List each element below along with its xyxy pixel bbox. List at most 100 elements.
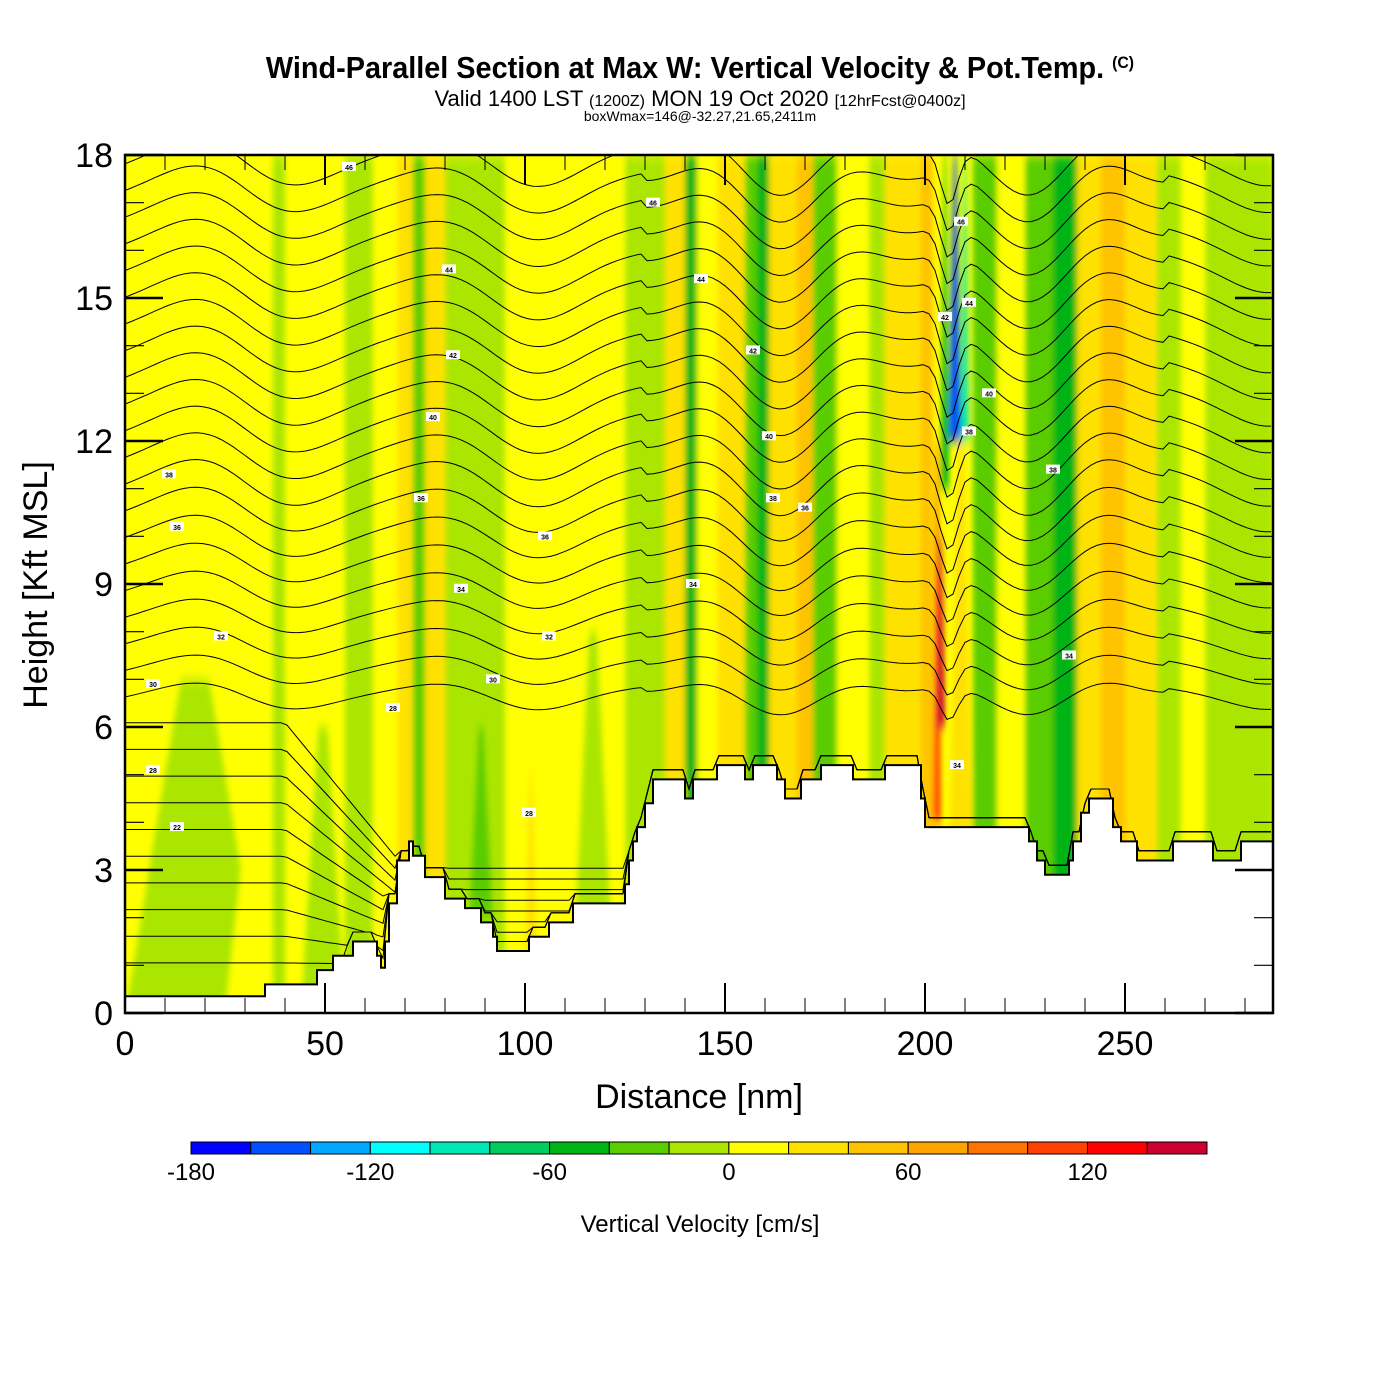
box-wmax-info: boxWmax=146@-32.27,21.65,2411m <box>583 108 817 124</box>
velocity-band <box>973 155 997 1013</box>
contour-label-text: 30 <box>489 677 497 684</box>
contour-label: 40 <box>762 431 776 441</box>
contour-label-text: 32 <box>217 634 225 641</box>
contour-label-text: 44 <box>445 267 453 274</box>
velocity-band <box>565 155 625 1013</box>
colorbar-swatch <box>549 1141 610 1155</box>
contour-label-text: 40 <box>429 415 437 422</box>
contour-label-box <box>454 583 468 593</box>
colorbar-swatch <box>1027 1141 1088 1155</box>
theta-contour-line <box>125 192 1271 258</box>
y-tick-label: 3 <box>94 852 113 890</box>
x-tick-label: 100 <box>497 1025 554 1063</box>
contour-label-text: 34 <box>689 582 697 589</box>
contour-label-box <box>414 493 428 503</box>
theta-contour-line <box>125 542 1272 599</box>
theta-contour-line <box>125 486 1271 550</box>
colorbar-swatch <box>907 1141 969 1155</box>
contour-label: 28 <box>522 807 536 818</box>
contour-label: 34 <box>950 760 964 770</box>
contour-label: 46 <box>646 197 660 208</box>
chart-title-text: Wind-Parallel Section at Max W: Vertical… <box>265 50 1105 85</box>
theta-contour-line <box>125 165 1271 231</box>
contour-label-text: 40 <box>985 391 993 398</box>
contour-label-box <box>746 345 760 355</box>
contour-label-text: 36 <box>417 496 425 503</box>
y-tick-label: 9 <box>94 566 113 604</box>
contour-label-box <box>162 469 176 479</box>
contour-label-box <box>962 426 976 436</box>
contour-label: 36 <box>170 521 184 532</box>
contour-label: 46 <box>954 216 968 227</box>
colorbar-swatch <box>847 1141 909 1155</box>
colorbar-tick-label: 120 <box>1067 1159 1107 1186</box>
contour-label-text: 28 <box>389 706 397 713</box>
theta-contour-line <box>125 514 1271 574</box>
contour-label-text: 46 <box>649 201 657 208</box>
colorbar-swatch <box>250 1141 312 1155</box>
contour-label: 38 <box>1046 464 1060 475</box>
theta-contour-labels: 46 46 44 44 44 46 42 42 42 40 40 40 38 38 38 38 36 36 36 36… <box>146 161 1076 832</box>
contour-label: 42 <box>938 312 952 322</box>
contour-label: 28 <box>386 702 400 713</box>
y-tick-label: 12 <box>75 423 113 461</box>
contour-label: 30 <box>486 674 500 684</box>
contour-label: 44 <box>442 264 456 274</box>
contour-label: 42 <box>746 345 760 355</box>
theta-contour-line <box>125 325 1271 392</box>
contour-label-text: 28 <box>525 811 533 818</box>
colorbar-swatch <box>429 1141 491 1155</box>
velocity-band <box>345 155 373 1013</box>
x-tick-label: 50 <box>306 1025 344 1063</box>
contour-label-text: 42 <box>941 315 949 322</box>
contour-label: 34 <box>686 579 700 589</box>
contour-label: 22 <box>170 822 184 832</box>
colorbar-tick-label: -60 <box>532 1159 567 1186</box>
contour-label-text: 28 <box>149 768 157 775</box>
y-tick-label: 15 <box>75 280 113 318</box>
contour-label-box <box>170 521 184 531</box>
colorbar-swatch <box>608 1141 670 1155</box>
colorbar-swatch <box>728 1141 790 1155</box>
contour-label-box <box>798 502 812 512</box>
velocity-band <box>273 155 285 1013</box>
contour-label-box <box>442 264 456 274</box>
contour-label-box <box>762 431 776 441</box>
forecast-info: [12hrFcst@0400z] <box>834 93 966 110</box>
contour-label-box <box>170 822 184 832</box>
contour-label-box <box>486 674 500 684</box>
theta-contour-line <box>125 654 1271 696</box>
contour-label: 36 <box>798 502 812 513</box>
colorbar-title: Vertical Velocity [cm/s] <box>581 1211 820 1238</box>
contour-label-box <box>146 764 160 774</box>
contour-label-text: 32 <box>545 634 553 641</box>
velocity-band <box>997 155 1025 1013</box>
contour-label-text: 38 <box>769 496 777 503</box>
contour-label: 40 <box>426 412 440 422</box>
theta-contour-line <box>125 682 1271 721</box>
contour-label: 38 <box>766 493 780 503</box>
contour-label-text: 30 <box>149 682 157 689</box>
contour-label-box <box>646 197 660 207</box>
colorbar-swatch <box>310 1141 371 1155</box>
contour-label-box <box>538 531 552 541</box>
valid-date: MON 19 Oct 2020 <box>651 86 829 111</box>
contour-label: 36 <box>538 531 552 541</box>
contour-label-box <box>1046 464 1060 474</box>
contour-label-text: 22 <box>173 825 181 832</box>
theta-contour-line <box>125 378 1271 445</box>
chart-subtitle: Valid 1400 LST (1200Z) MON 19 Oct 2020 [… <box>0 86 1400 112</box>
colorbar: -180 -120 -60 0 60 120 <box>167 1141 1208 1186</box>
velocity-band <box>169 155 273 680</box>
contour-label: 32 <box>214 631 228 641</box>
contour-label-box <box>686 579 700 588</box>
colorbar-swatch <box>668 1141 730 1155</box>
valid-utc: (1200Z) <box>588 93 646 110</box>
theta-contour-line <box>125 458 1271 525</box>
contour-label-box <box>522 807 536 817</box>
contour-label: 42 <box>446 350 460 360</box>
contour-label-text: 44 <box>697 277 705 284</box>
velocity-band <box>413 155 425 1013</box>
